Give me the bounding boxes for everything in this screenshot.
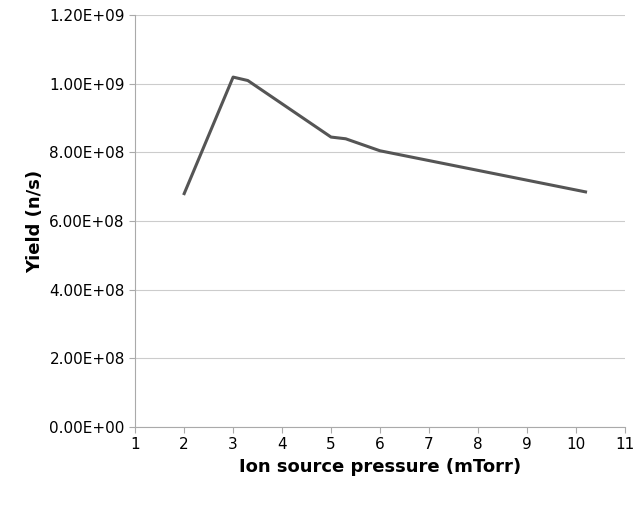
X-axis label: Ion source pressure (mTorr): Ion source pressure (mTorr): [239, 457, 521, 475]
Y-axis label: Yield (n/s): Yield (n/s): [26, 170, 44, 272]
